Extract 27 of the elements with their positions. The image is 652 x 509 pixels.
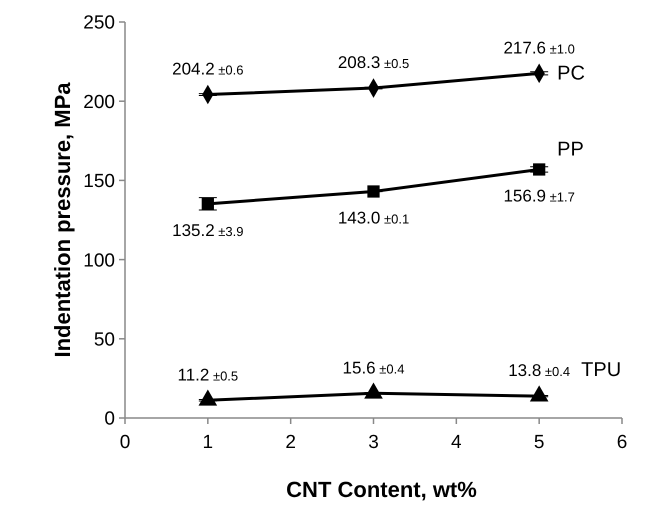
x-tick-label: 4 [451, 432, 462, 453]
y-tick-label: 100 [83, 250, 115, 272]
x-tick-label: 0 [120, 432, 130, 453]
data-label: 217.6 ±1.0 [503, 38, 575, 58]
y-axis-title: Indentation pressure, MPa [50, 82, 75, 358]
data-label: 143.0 ±0.1 [338, 208, 410, 228]
data-label: 135.2 ±3.9 [172, 220, 244, 240]
y-tick-label: 200 [83, 92, 115, 113]
y-tick-label: 0 [104, 408, 115, 430]
series-label: TPU [581, 359, 622, 382]
series-label: PC [557, 62, 585, 84]
series-label: PP [557, 138, 584, 160]
y-tick-label: 150 [83, 171, 115, 192]
x-tick-label: 2 [285, 432, 296, 453]
data-label: 204.2 ±0.6 [172, 60, 244, 79]
x-tick-label: 1 [202, 432, 214, 453]
y-tick-label: 250 [83, 12, 115, 34]
data-label: 208.3 ±0.5 [338, 53, 410, 72]
x-axis-title: CNT Content, wt% [286, 477, 477, 502]
data-label: 13.8 ±0.4 [508, 361, 570, 380]
x-tick-label: 5 [534, 432, 544, 453]
data-label: 156.9 ±1.7 [503, 186, 575, 206]
y-tick-label: 50 [94, 329, 115, 350]
x-tick-label: 3 [368, 432, 379, 453]
x-tick-label: 6 [616, 432, 628, 453]
data-label: 11.2 ±0.5 [178, 365, 238, 384]
data-label: 15.6 ±0.4 [342, 358, 404, 378]
